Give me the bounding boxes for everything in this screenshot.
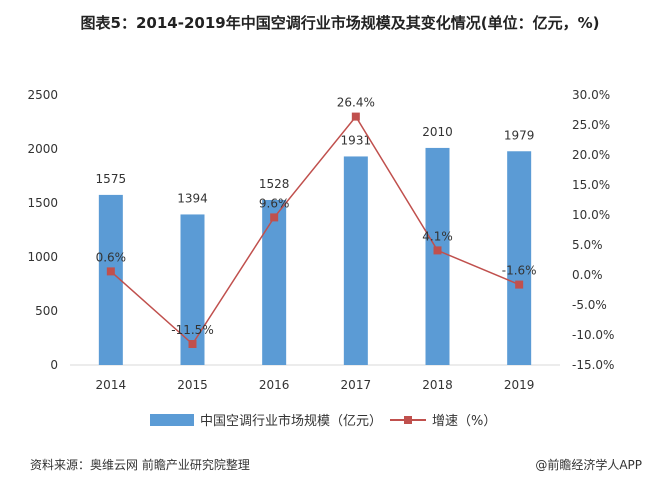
x-tick-label: 2015 [177, 378, 208, 392]
y-right-tick-label: 0.0% [572, 268, 603, 282]
legend-item-line: 增速（%） [390, 410, 496, 429]
x-tick-label: 2016 [259, 378, 290, 392]
growth-point-2014 [106, 267, 115, 276]
bar-2019 [507, 151, 532, 365]
bar-2014 [98, 194, 123, 365]
y-left-tick-label: 1500 [27, 196, 58, 210]
bar-value-label: 1528 [259, 177, 290, 191]
brand-credit: @前瞻经济学人APP [535, 458, 642, 472]
x-tick-label: 2019 [504, 378, 535, 392]
growth-value-label: -1.6% [502, 264, 537, 278]
bar-value-label: 1931 [341, 133, 372, 147]
bar-2018 [425, 147, 450, 365]
x-tick-label: 2018 [422, 378, 453, 392]
y-right-tick-label: 25.0% [572, 118, 610, 132]
legend-line-swatch [390, 414, 426, 426]
y-right-tick-label: 30.0% [572, 88, 610, 102]
y-right-tick-label: 10.0% [572, 208, 610, 222]
legend-bar-label: 中国空调行业市场规模（亿元） [200, 414, 383, 429]
growth-line [110, 115, 520, 346]
y-left-tick-label: 0 [50, 358, 58, 372]
growth-point-2019 [515, 280, 524, 289]
source-note: 资料来源：奥维云网 前瞻产业研究院整理 [30, 458, 250, 472]
bar-value-label: 1394 [177, 191, 208, 205]
growth-value-label: 9.6% [259, 196, 290, 210]
growth-point-2016 [270, 213, 279, 222]
legend-bar-swatch [150, 413, 194, 426]
y-right-tick-label: 20.0% [572, 148, 610, 162]
growth-value-label: 26.4% [337, 96, 375, 110]
bar-2016 [262, 199, 287, 365]
y-left-tick-label: 2500 [27, 88, 58, 102]
bar-value-label: 2010 [422, 125, 453, 139]
legend-line-label: 增速（%） [432, 414, 497, 429]
y-right-tick-label: 15.0% [572, 178, 610, 192]
bar-2015 [180, 214, 205, 365]
y-right-tick-label: -10.0% [572, 328, 614, 342]
bar-value-label: 1979 [504, 128, 535, 142]
y-right-tick-label: -15.0% [572, 358, 614, 372]
y-right-tick-label: 5.0% [572, 238, 603, 252]
y-left-tick-label: 500 [35, 304, 58, 318]
y-right-tick-label: -5.0% [572, 298, 607, 312]
legend-item-bar: 中国空调行业市场规模（亿元） [150, 410, 382, 429]
y-left-tick-label: 2000 [27, 142, 58, 156]
x-tick-label: 2017 [341, 378, 372, 392]
x-tick-label: 2014 [96, 378, 127, 392]
growth-point-2018 [433, 246, 442, 255]
bar-2017 [343, 156, 368, 365]
growth-value-label: -11.5% [171, 323, 213, 337]
growth-point-2017 [351, 112, 360, 121]
growth-point-2015 [188, 340, 197, 348]
bar-value-label: 1575 [96, 172, 127, 186]
growth-value-label: 4.1% [422, 229, 453, 243]
chart-title: 图表5：2014-2019年中国空调行业市场规模及其变化情况(单位：亿元，%) [80, 14, 600, 32]
growth-value-label: 0.6% [96, 250, 127, 264]
y-left-tick-label: 1000 [27, 250, 58, 264]
